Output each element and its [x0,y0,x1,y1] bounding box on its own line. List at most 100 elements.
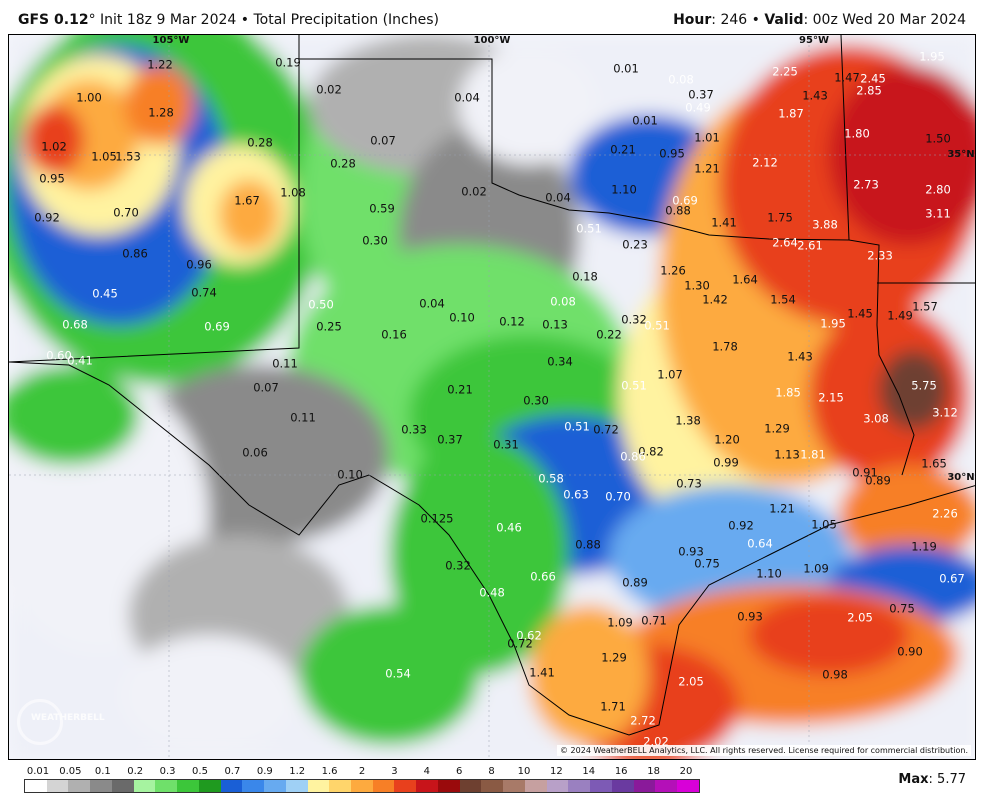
precip-value-label: 0.74 [191,285,217,300]
precip-value-label: 2.80 [925,182,951,197]
precip-value-label: 1.75 [767,210,793,225]
precip-value-label: 1.45 [847,306,873,321]
precip-value-label: 0.21 [610,142,636,157]
precip-value-label: 3.12 [932,405,958,420]
precip-value-label: 1.29 [764,421,790,436]
precip-value-label: 1.26 [660,263,686,278]
precip-value-label: 2.05 [678,674,704,689]
precip-value-label: 1.19 [911,539,937,554]
precip-value-label: 0.37 [688,87,714,102]
precip-value-label: 0.32 [621,312,647,327]
precip-value-label: 1.57 [912,299,938,314]
precip-value-label: 0.18 [572,269,598,284]
legend-swatch [242,780,265,792]
hour-label: Hour [673,12,712,28]
precip-value-label: 1.09 [803,561,829,576]
precip-value-label: 0.04 [545,190,571,205]
precip-value-label: 0.91 [852,465,878,480]
legend-swatch [611,780,634,792]
precip-value-label: 0.93 [678,544,704,559]
legend-swatch [90,780,112,792]
precip-value-label: 2.05 [847,610,873,625]
legend-swatch [437,780,460,792]
precip-value-label: 1.10 [611,182,637,197]
precip-value-label: 1.43 [787,349,813,364]
precip-value-label: 0.70 [605,489,631,504]
lon-label-100w: 100°W [473,35,511,46]
precip-value-label: 0.02 [461,184,487,199]
logo-text: WEATHERBELL [31,713,105,723]
precip-value-label: 1.41 [711,215,737,230]
precip-value-label: 0.51 [621,378,647,393]
precip-value-label: 0.30 [523,393,549,408]
precip-value-label: 1.02 [41,139,67,154]
legend-value: 0.05 [59,766,82,777]
precip-value-label: 2.26 [932,506,958,521]
precip-value-label: 0.10 [449,310,475,325]
precip-value-label: 2.45 [860,71,886,86]
precip-value-label: 0.86 [620,449,646,464]
precip-value-label: 1.07 [657,367,683,382]
precip-value-label: 0.92 [728,518,754,533]
precip-value-label: 0.60 [46,348,72,363]
legend-swatch [264,780,286,792]
precip-value-label: 0.66 [530,569,556,584]
separator: • [240,12,250,28]
precip-value-label: 2.02 [643,734,669,749]
precip-value-label: 1.09 [607,615,633,630]
precip-value-label: 1.53 [115,149,141,164]
precip-value-label: 0.90 [897,644,923,659]
precip-value-label: 0.86 [122,246,148,261]
legend-value: 1.6 [321,766,338,777]
legend-swatch [590,780,612,792]
precip-value-label: 0.11 [290,410,316,425]
legend-swatch [46,780,69,792]
legend-value: 18 [647,766,660,777]
precip-value-label: 0.06 [242,445,268,460]
lat-label-35n: 35°N [947,149,975,160]
graticule [9,35,975,759]
lat-label-30n: 30°N [947,472,975,483]
precip-value-label: 0.51 [644,318,670,333]
precip-value-label: 0.95 [659,146,685,161]
init-time: Init 18z 9 Mar 2024 [100,12,237,28]
precip-value-label: 0.54 [385,666,411,681]
precip-value-label: 2.85 [856,83,882,98]
precip-value-label: 0.64 [747,536,773,551]
precip-value-label: 0.01 [632,113,658,128]
precip-value-label: 0.01 [613,61,639,76]
precip-value-label: 0.28 [330,156,356,171]
valid-label: Valid [764,12,804,28]
logo-ring-icon [17,699,63,745]
legend-value: 0.2 [127,766,144,777]
precip-value-label: 5.75 [911,378,937,393]
precip-value-label: 1.08 [280,185,306,200]
precip-value-label: 0.04 [419,296,445,311]
header-bar: GFS 0.12° Init 18z 9 Mar 2024 • Total Pr… [0,0,984,34]
precip-value-label: 0.50 [308,297,334,312]
precip-value-label: 0.51 [564,419,590,434]
precip-value-label: 0.19 [275,55,301,70]
precip-value-label: 0.69 [204,319,230,334]
legend-value: 20 [679,766,693,777]
precip-value-label: 0.08 [668,72,694,87]
precip-value-label: 0.89 [865,473,891,488]
precip-value-label: 1.95 [919,49,945,64]
precip-value-label: 2.33 [867,248,893,263]
precip-value-label: 3.08 [863,411,889,426]
copyright-notice: © 2024 WeatherBELL Analytics, LLC. All r… [557,745,971,756]
color-legend-bar [24,779,700,793]
precip-value-label: 1.42 [702,292,728,307]
precip-value-label: 2.25 [772,64,798,79]
precip-value-label: 0.31 [493,437,519,452]
precip-value-label: 0.13 [542,317,568,332]
precip-value-label: 2.73 [853,177,879,192]
precipitation-map[interactable]: 105°W 100°W 95°W 35°N 30°N WEATHERBELL ©… [8,34,976,760]
precip-value-label: 1.05 [811,517,837,532]
precip-value-label: 1.41 [529,665,555,680]
state-borders [9,35,975,736]
legend-value: 0.01 [26,766,50,777]
precip-value-label: 1.87 [778,106,804,121]
precip-value-label: 0.51 [576,221,602,236]
legend-swatch [655,780,678,792]
